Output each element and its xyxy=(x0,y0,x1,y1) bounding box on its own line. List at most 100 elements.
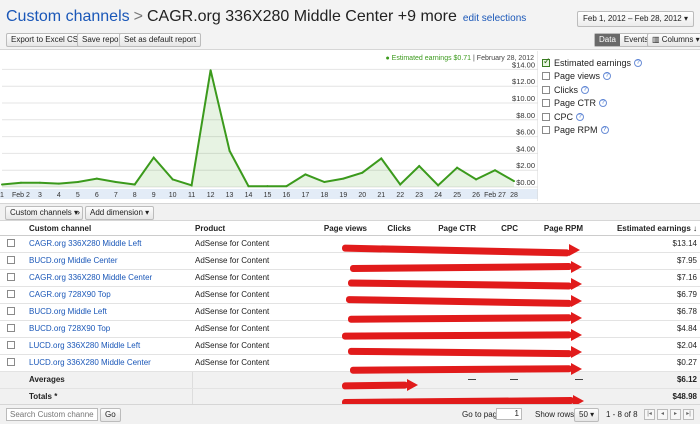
help-icon[interactable]: ? xyxy=(600,126,609,135)
help-icon[interactable]: ? xyxy=(634,58,643,67)
breadcrumb-custom-channels-link[interactable]: Custom channels xyxy=(6,8,130,25)
table-toolbar: Custom channels ▾ » Add dimension ▾ xyxy=(0,203,700,221)
metric-page-rpm[interactable]: Page RPM? xyxy=(542,124,698,138)
edit-selections-link[interactable]: edit selections xyxy=(462,13,527,24)
header-page-ctr[interactable]: Page CTR xyxy=(414,222,479,236)
prev-page-icon[interactable]: ◂ xyxy=(657,409,668,420)
avg-ctr: — xyxy=(414,371,479,389)
earnings-cell: $13.14 xyxy=(586,235,700,253)
x-tick-label: 23 xyxy=(415,192,423,199)
help-icon[interactable]: ? xyxy=(599,99,608,108)
set-default-report-button[interactable]: Set as default report xyxy=(119,33,202,47)
search-custom-channels-input[interactable] xyxy=(6,408,98,421)
data-point xyxy=(304,173,307,176)
x-tick-label: 15 xyxy=(264,192,272,199)
help-icon[interactable]: ? xyxy=(581,85,589,94)
product-cell: AdSense for Content xyxy=(192,337,302,355)
metric-clicks[interactable]: Clicks? xyxy=(542,83,698,97)
checkbox-icon[interactable] xyxy=(7,306,15,315)
channel-link[interactable]: CAGR.org 336X280 Middle Center xyxy=(29,273,153,282)
row-select-cell xyxy=(0,388,26,406)
metric-label: Page CTR xyxy=(554,98,597,109)
metric-label: Clicks xyxy=(554,84,578,95)
channel-link[interactable]: LUCD.org 336X280 Middle Center xyxy=(29,358,151,367)
data-point xyxy=(380,157,383,160)
legend-date: February 28, 2012 xyxy=(476,55,534,62)
dimension-dropdown[interactable]: Custom channels ▾ xyxy=(5,206,84,220)
search-go-button[interactable]: Go xyxy=(100,408,121,422)
data-point xyxy=(247,185,250,188)
expand-arrow-icon: » xyxy=(75,207,81,217)
data-point xyxy=(399,183,402,186)
channel-link[interactable]: CAGR.org 728X90 Top xyxy=(29,290,111,299)
metric-label: Page views xyxy=(554,71,601,82)
checkbox-icon[interactable] xyxy=(542,85,550,94)
averages-row: Averages — — — $6.12 xyxy=(0,371,700,389)
goto-page-label: Go to page: xyxy=(462,410,504,419)
data-tab[interactable]: Data xyxy=(595,34,620,46)
earnings-cell: $0.27 xyxy=(586,354,700,372)
redaction-arrow-icon xyxy=(571,261,582,273)
checkbox-icon[interactable] xyxy=(7,340,15,349)
checkbox-icon[interactable] xyxy=(7,238,15,247)
x-tick-label: 20 xyxy=(358,192,366,199)
metric-cpc[interactable]: CPC? xyxy=(542,110,698,124)
x-tick-label: 13 xyxy=(226,192,234,199)
last-page-icon[interactable]: ▸| xyxy=(683,409,694,420)
header-clicks[interactable]: Clicks xyxy=(370,222,414,236)
checkbox-icon[interactable] xyxy=(7,255,15,264)
checkbox-icon[interactable] xyxy=(7,323,15,332)
data-point xyxy=(190,184,193,187)
events-tab[interactable]: Events xyxy=(623,35,649,44)
data-point xyxy=(342,177,345,180)
x-tick-label: 4 xyxy=(57,192,61,199)
metric-label: Estimated earnings xyxy=(554,57,632,68)
checkbox-icon[interactable] xyxy=(542,126,550,135)
header-cpc[interactable]: CPC xyxy=(479,222,521,236)
first-page-icon[interactable]: |◂ xyxy=(644,409,655,420)
checkbox-icon[interactable] xyxy=(7,272,15,281)
x-tick-label: 8 xyxy=(133,192,137,199)
product-cell: AdSense for Content xyxy=(192,235,302,253)
header-page-views[interactable]: Page views xyxy=(302,222,370,236)
earnings-cell: $2.04 xyxy=(586,337,700,355)
x-tick-label: 14 xyxy=(245,192,253,199)
redaction-arrow-icon xyxy=(571,363,582,375)
checkbox-checked-icon[interactable] xyxy=(542,56,551,67)
redaction-arrow-icon xyxy=(571,329,582,341)
checkbox-icon[interactable] xyxy=(542,99,550,108)
view-toggle: Data Events xyxy=(594,33,654,47)
x-tick-label: 7 xyxy=(114,192,118,199)
channel-link[interactable]: BUCD.org Middle Left xyxy=(29,307,107,316)
checkbox-icon[interactable] xyxy=(542,112,550,121)
columns-button[interactable]: ▥ Columns ▾ xyxy=(647,33,700,47)
channel-link[interactable]: BUCD.org Middle Center xyxy=(29,256,118,265)
goto-page-input[interactable]: 1 xyxy=(496,408,522,420)
channel-link[interactable]: CAGR.org 336X280 Middle Left xyxy=(29,239,142,248)
next-page-icon[interactable]: ▸ xyxy=(670,409,681,420)
x-tick-label: 22 xyxy=(396,192,404,199)
add-dimension-button[interactable]: Add dimension ▾ xyxy=(85,206,155,220)
header-estimated-earnings[interactable]: Estimated earnings ↓ xyxy=(586,222,700,236)
channel-link[interactable]: LUCD.org 336X280 Middle Left xyxy=(29,341,141,350)
help-icon[interactable]: ? xyxy=(603,72,612,81)
y-tick-label: $10.00 xyxy=(512,94,535,103)
channel-link[interactable]: BUCD.org 728X90 Top xyxy=(29,324,111,333)
header-product[interactable]: Product xyxy=(192,222,302,236)
row-select-cell xyxy=(0,269,26,287)
show-rows-select[interactable]: 50 ▾ xyxy=(574,408,600,422)
metric-page-ctr[interactable]: Page CTR? xyxy=(542,97,698,111)
metric-estimated-earnings[interactable]: Estimated earnings? xyxy=(542,56,698,70)
metric-page-views[interactable]: Page views? xyxy=(542,70,698,84)
data-point xyxy=(95,177,98,180)
date-range-picker[interactable]: Feb 1, 2012 – Feb 28, 2012 ▾ xyxy=(577,11,694,27)
x-tick-label: 21 xyxy=(377,192,385,199)
data-point xyxy=(266,185,269,188)
header-custom-channel[interactable]: Custom channel xyxy=(26,222,192,236)
checkbox-icon[interactable] xyxy=(7,289,15,298)
checkbox-icon[interactable] xyxy=(542,72,550,81)
breadcrumb: Custom channels > CAGR.org 336X280 Middle … xyxy=(6,8,526,26)
checkbox-icon[interactable] xyxy=(7,357,15,366)
help-icon[interactable]: ? xyxy=(576,112,585,121)
header-page-rpm[interactable]: Page RPM xyxy=(521,222,586,236)
